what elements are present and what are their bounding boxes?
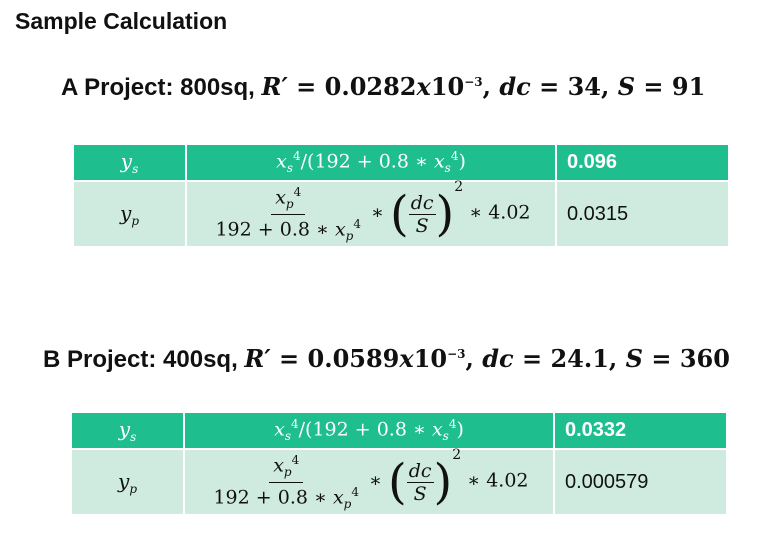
- yp-formula-den: 192 + 0.8 ∗: [215, 217, 335, 240]
- project-a-dc-value: 34: [567, 72, 601, 101]
- ys-formula: xs4/(192 + 0.8 ∗ xs4): [185, 143, 557, 182]
- yp-label: yp: [72, 180, 187, 248]
- project-a-header: A Project: 800sq, R′ = 0.0282x10−3, dc =…: [61, 72, 706, 101]
- ys-value: 0.096: [555, 143, 730, 182]
- yp-formula: xp4 192 + 0.8 ∗ xp4 ∗ (dc S) 2 ∗ 4.02: [183, 447, 555, 516]
- ys-formula-text: /(192 + 0.8 ∗: [300, 150, 434, 173]
- page-title: Sample Calculation: [15, 8, 228, 34]
- table-row: ys xs4/(192 + 0.8 ∗ xs4) 0.096: [72, 143, 730, 182]
- yp-formula-den: 192 + 0.8 ∗: [213, 485, 333, 508]
- project-b-header: B Project: 400sq, R′ = 0.0589x10−3, dc =…: [43, 344, 730, 373]
- ys-value: 0.0332: [553, 411, 728, 450]
- project-b-r-value: 0.0589: [307, 344, 400, 373]
- yp-formula-mult: ∗ 4.02: [467, 470, 529, 492]
- ys-label: ys: [72, 143, 187, 182]
- project-b-s-value: 360: [679, 344, 730, 373]
- table-row: yp xp4 192 + 0.8 ∗ xp4 ∗ (dc S) 2 ∗ 4.02 0.…: [70, 447, 728, 516]
- yp-formula: xp4 192 + 0.8 ∗ xp4 ∗ (dc S) 2 ∗ 4.02: [185, 179, 557, 248]
- ys-formula-text: /(192 + 0.8 ∗: [298, 418, 432, 441]
- project-a-exp: −3: [464, 75, 483, 89]
- yp-value: 0.000579: [553, 448, 728, 516]
- ys-formula: xs4/(192 + 0.8 ∗ xs4): [183, 411, 555, 450]
- project-b-exp: −3: [447, 347, 466, 361]
- project-b-table: ys xs4/(192 + 0.8 ∗ xs4) 0.0332 yp xp4 19…: [70, 411, 728, 516]
- yp-label: yp: [70, 448, 185, 516]
- project-b-label: B Project: 400sq,: [43, 346, 238, 373]
- project-a-label: A Project: 800sq,: [61, 74, 255, 101]
- yp-formula-mult: ∗ 4.02: [469, 202, 531, 224]
- project-a-s-value: 91: [671, 72, 706, 101]
- project-a-table: ys xs4/(192 + 0.8 ∗ xs4) 0.096 yp xp4 192…: [72, 143, 730, 248]
- yp-value: 0.0315: [555, 180, 730, 248]
- project-b-dc-value: 24.1: [550, 344, 609, 373]
- table-row: ys xs4/(192 + 0.8 ∗ xs4) 0.0332: [70, 411, 728, 450]
- table-row: yp xp4 192 + 0.8 ∗ xp4 ∗ (dc S) 2 ∗ 4.02 0.…: [72, 179, 730, 248]
- ys-label: ys: [70, 411, 185, 450]
- project-a-r-value: 0.0282: [324, 72, 417, 101]
